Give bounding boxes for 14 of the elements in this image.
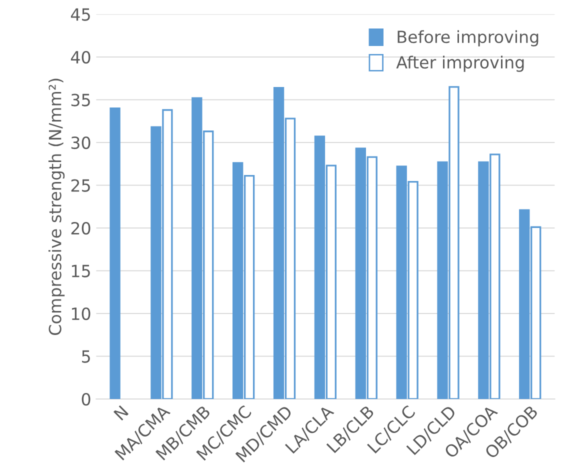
y-tick-label: 45 <box>70 8 90 21</box>
y-tick-label: 30 <box>71 136 90 150</box>
legend-label: After improving <box>396 56 524 72</box>
y-tick-label: 10 <box>72 307 90 320</box>
y-axis-title: Compressive strength (N/mm²) <box>48 78 65 335</box>
legend-label: Before improving <box>398 30 538 46</box>
y-tick-label: 25 <box>71 179 90 192</box>
y-tick-label: 0 <box>82 392 90 406</box>
y-tick-label: 20 <box>71 222 90 235</box>
y-tick-label: 5 <box>82 350 90 363</box>
bar <box>110 107 120 399</box>
y-tick-label: 35 <box>71 94 90 106</box>
y-tick-label: 40 <box>70 50 90 64</box>
y-tick-label: 15 <box>72 264 90 278</box>
